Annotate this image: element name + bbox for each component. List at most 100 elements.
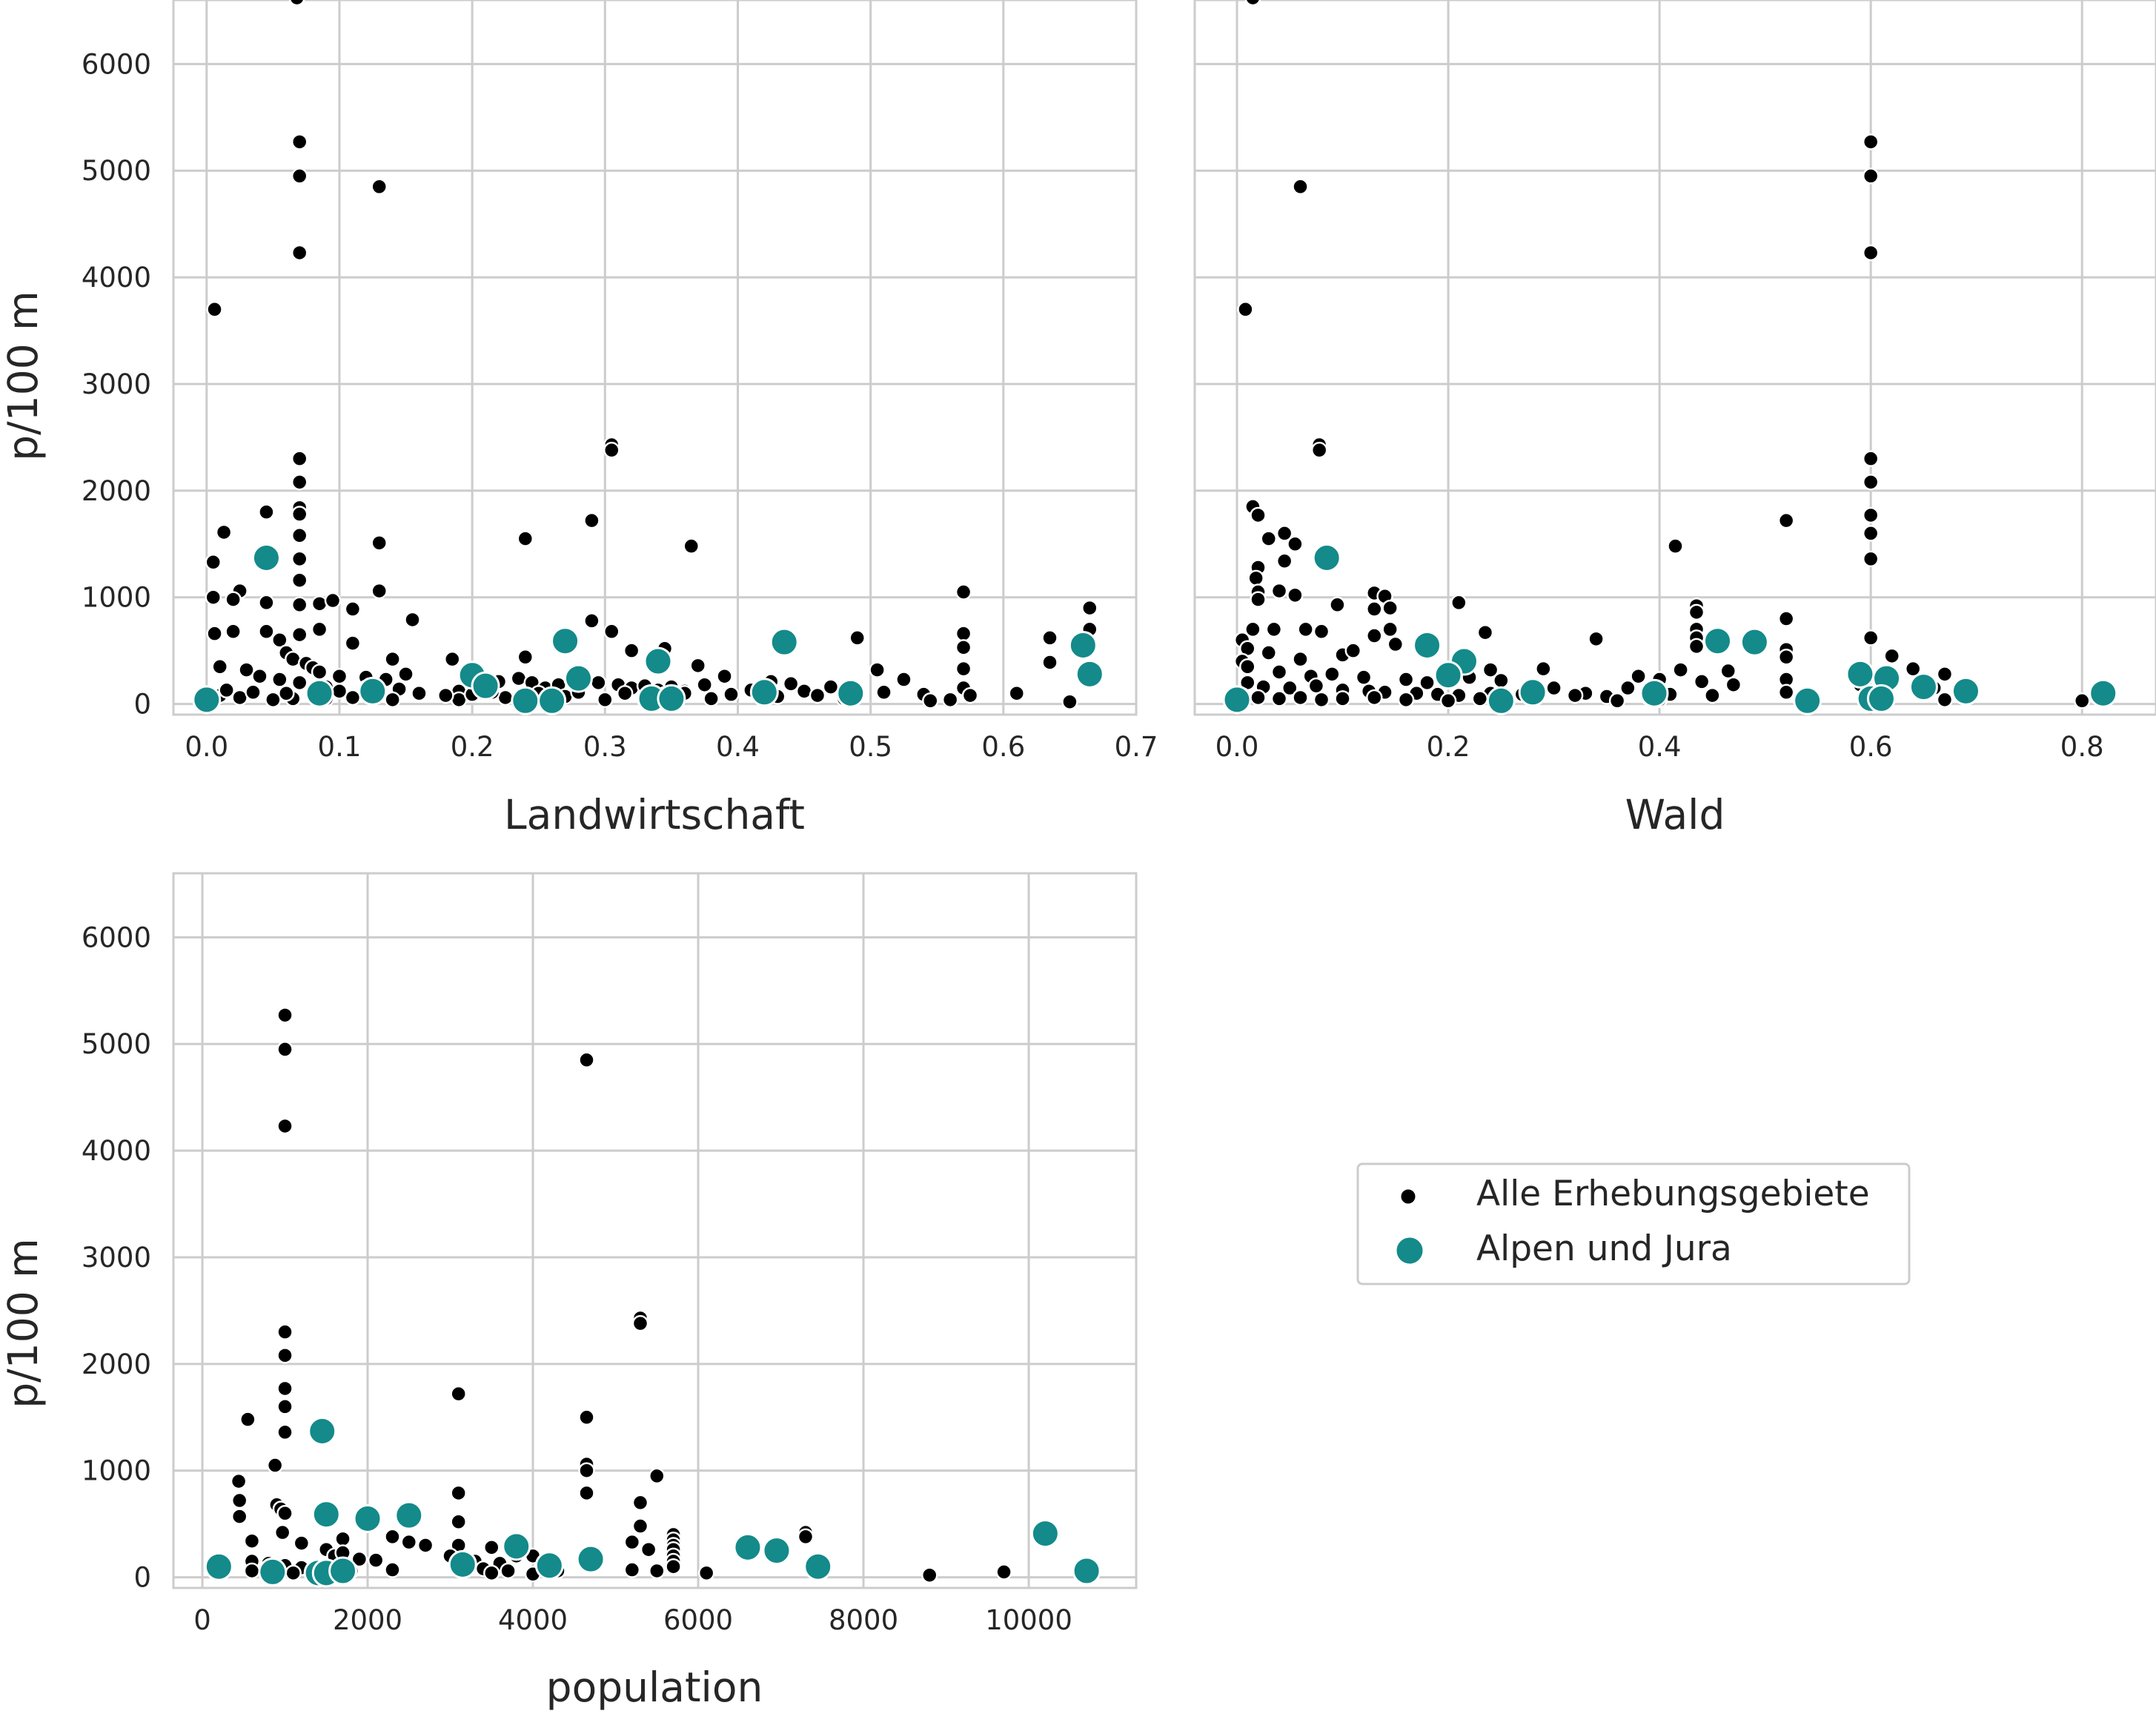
data-point-all-areas xyxy=(875,684,892,701)
data-point-all-areas xyxy=(334,1530,351,1548)
panel-wald: 0.0 0.2 0.4 0.6 0.8 Wald xyxy=(1193,0,2156,838)
data-point-alps-jura xyxy=(502,1532,531,1561)
data-point-all-areas xyxy=(1270,582,1288,600)
grid-landwirtschaft xyxy=(173,0,1138,715)
data-point-all-areas xyxy=(276,1041,293,1058)
data-point-all-areas xyxy=(640,1540,657,1558)
data-point-all-areas xyxy=(1439,692,1457,709)
grid-population xyxy=(173,873,1136,1588)
data-point-all-areas xyxy=(603,441,620,459)
data-point-all-areas xyxy=(483,1539,500,1556)
data-point-all-areas xyxy=(230,1472,248,1490)
x-tick-label: 0.5 xyxy=(849,731,892,763)
data-point-all-areas xyxy=(1619,679,1636,697)
data-point-alps-jura xyxy=(657,684,686,713)
data-point-all-areas xyxy=(1419,674,1436,692)
x-tick-label: 0.4 xyxy=(1638,731,1682,763)
data-point-alps-jura xyxy=(537,686,567,715)
data-point-all-areas xyxy=(1237,301,1254,318)
data-point-all-areas xyxy=(616,684,634,702)
data-point-all-areas xyxy=(397,666,414,683)
data-point-all-areas xyxy=(1313,623,1330,641)
data-point-all-areas xyxy=(450,1484,467,1502)
data-point-all-areas xyxy=(276,1505,293,1522)
data-point-all-areas xyxy=(1704,686,1721,704)
data-point-all-areas xyxy=(444,650,461,668)
data-point-all-areas xyxy=(1008,684,1025,702)
data-point-all-areas xyxy=(1276,525,1293,542)
data-point-alps-jura xyxy=(353,1503,382,1533)
data-point-all-areas xyxy=(583,612,600,629)
data-point-all-areas xyxy=(631,1314,649,1332)
data-point-alps-jura xyxy=(1703,626,1733,656)
data-point-all-areas xyxy=(344,600,362,618)
data-point-all-areas xyxy=(1862,506,1880,524)
data-point-alps-jura xyxy=(769,627,799,657)
data-point-all-areas xyxy=(1276,552,1293,570)
y-tick-label: 0 xyxy=(133,689,151,721)
data-point-all-areas xyxy=(1061,693,1078,710)
data-point-alps-jura xyxy=(1518,678,1548,707)
points-landwirtschaft xyxy=(192,0,1104,715)
data-point-all-areas xyxy=(1862,525,1880,542)
data-point-all-areas xyxy=(291,474,308,491)
data-point-all-areas xyxy=(291,506,308,523)
data-point-all-areas xyxy=(238,661,255,678)
data-point-all-areas xyxy=(276,1380,293,1397)
data-point-all-areas xyxy=(239,1411,256,1428)
data-point-all-areas xyxy=(404,611,421,629)
x-tick-label: 0.1 xyxy=(318,731,362,763)
data-point-all-areas xyxy=(1366,600,1383,618)
data-point-all-areas xyxy=(1482,661,1499,678)
data-point-all-areas xyxy=(245,684,262,701)
data-point-all-areas xyxy=(230,1508,248,1525)
data-point-all-areas xyxy=(623,1561,641,1578)
data-point-all-areas xyxy=(1471,690,1489,707)
data-point-all-areas xyxy=(1693,673,1711,690)
data-point-all-areas xyxy=(1566,686,1584,704)
data-point-all-areas xyxy=(367,1552,385,1569)
data-point-alps-jura xyxy=(1739,627,1769,657)
data-point-alps-jura xyxy=(1030,1519,1060,1549)
y-tick-label: 3000 xyxy=(82,368,151,400)
data-point-all-areas xyxy=(603,623,620,641)
data-point-all-areas xyxy=(276,1323,293,1340)
data-point-all-areas xyxy=(1244,620,1261,638)
data-point-all-areas xyxy=(995,1563,1012,1581)
x-axis-label-population: population xyxy=(546,1664,763,1711)
data-point-all-areas xyxy=(291,527,308,544)
data-point-all-areas xyxy=(1608,692,1626,709)
y-tick-label: 2000 xyxy=(82,1348,151,1380)
y-tick-label: 4000 xyxy=(82,1135,151,1167)
data-point-all-areas xyxy=(278,684,295,702)
data-point-all-areas xyxy=(411,684,428,702)
data-point-all-areas xyxy=(631,1518,649,1535)
data-point-all-areas xyxy=(809,686,826,704)
x-tick-label: 0.2 xyxy=(1427,731,1470,763)
data-point-all-areas xyxy=(1260,644,1278,661)
data-point-all-areas xyxy=(291,133,308,150)
data-point-all-areas xyxy=(276,1398,293,1415)
data-point-all-areas xyxy=(384,650,401,668)
x-tick-label: 4000 xyxy=(498,1604,568,1636)
data-point-alps-jura xyxy=(1793,686,1822,715)
data-point-all-areas xyxy=(243,1532,261,1549)
data-point-all-areas xyxy=(1862,550,1880,568)
data-point-alps-jura xyxy=(328,1556,358,1586)
data-point-all-areas xyxy=(437,686,454,704)
data-point-all-areas xyxy=(1777,512,1795,529)
data-point-all-areas xyxy=(517,649,534,666)
data-point-all-areas xyxy=(218,681,235,699)
data-point-all-areas xyxy=(895,671,912,688)
data-point-alps-jura xyxy=(576,1544,606,1574)
data-point-all-areas xyxy=(1239,658,1256,675)
y-tick-label: 4000 xyxy=(82,262,151,294)
legend-label-alps-jura: Alpen und Jura xyxy=(1476,1228,1732,1269)
data-point-all-areas xyxy=(623,1533,641,1551)
data-point-all-areas xyxy=(371,582,388,600)
data-point-all-areas xyxy=(1936,666,1954,683)
data-point-all-areas xyxy=(665,1558,682,1575)
axes-frame-landwirtschaft xyxy=(172,0,1138,716)
data-point-all-areas xyxy=(1324,666,1341,683)
data-point-all-areas xyxy=(683,537,700,555)
